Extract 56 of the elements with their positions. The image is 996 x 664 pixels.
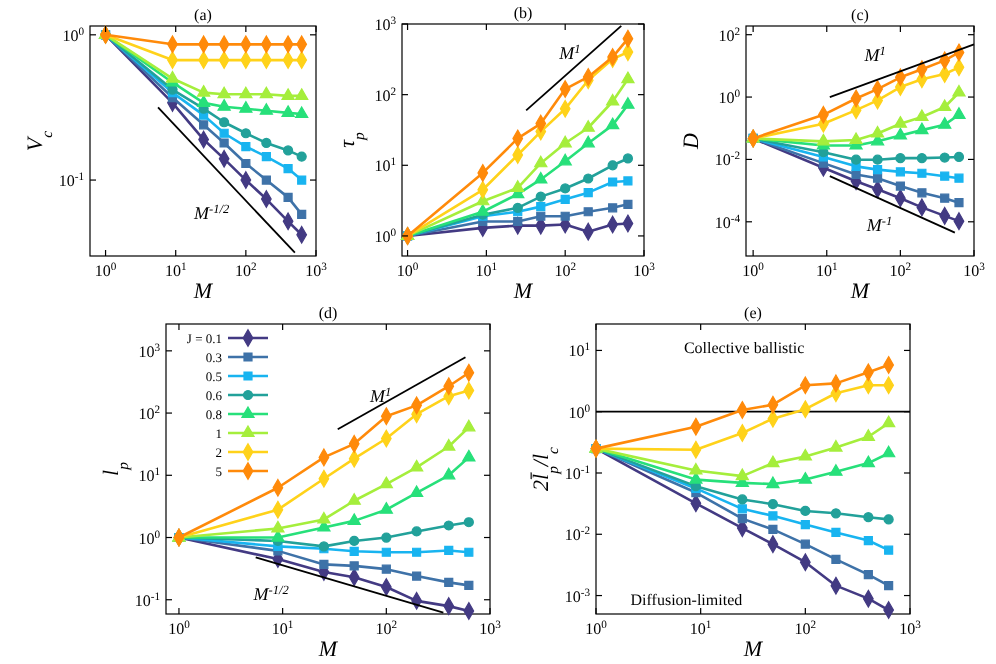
y-tick-label: 10$^{-2}$: [564, 526, 591, 545]
y-tick-label: 10$^{1}$: [568, 342, 591, 361]
y-tick-label: 10$^{2}$: [718, 26, 741, 45]
x-tick-label: 10$^{0}$: [742, 262, 765, 280]
y-tick-label: 10$^{3}$: [138, 342, 161, 361]
y-tick-label: 10$^{-1}$: [134, 591, 161, 610]
x-tick-label: 10$^{3}$: [963, 262, 986, 280]
annotation: M$^{-1/2}$: [251, 582, 291, 604]
annotation: Diffusion-limited: [630, 591, 743, 610]
x-tick-label: 10$^{3}$: [899, 620, 922, 638]
x-tick-label: 10$^{2}$: [235, 262, 258, 280]
annotation: M$^{1}$: [862, 43, 886, 65]
y-tick-label: 10$^{-1}$: [58, 172, 85, 191]
y-tick-label: 10$^{-4}$: [714, 213, 741, 232]
y-tick-label: 10$^{1}$: [374, 157, 397, 176]
chart-title: (b): [513, 4, 533, 22]
annotation: M$^{1}$: [368, 385, 392, 407]
y-tick-label: 10$^{0}$: [138, 529, 161, 548]
x-tick-label: 10$^{2}$: [794, 620, 817, 638]
x-tick-label: 10$^{2}$: [889, 262, 912, 280]
annotation: M$^{-1}$: [864, 213, 893, 235]
annotation: M$^{-1/2}$: [191, 202, 231, 224]
chart-title: (a): [194, 6, 213, 24]
x-tick-label: 10$^{1}$: [815, 262, 838, 280]
x-tick-label: 10$^{3}$: [479, 620, 502, 638]
x-tick-label: 10$^{3}$: [633, 262, 656, 280]
chart-title: (e): [744, 304, 763, 322]
x-tick-label: 10$^{1}$: [271, 620, 294, 638]
x-tick-label: 10$^{0}$: [396, 262, 419, 280]
y-tick-label: 10$^{-1}$: [564, 464, 591, 483]
x-tick-label: 10$^{1}$: [689, 620, 712, 638]
y-tick-label: 10$^{2}$: [374, 86, 397, 105]
y-tick-label: 10$^{1}$: [138, 467, 161, 486]
x-tick-label: 10$^{1}$: [164, 262, 187, 280]
x-axis-title: M: [511, 280, 534, 304]
x-tick-label: 10$^{0}$: [168, 620, 191, 638]
y-tick-label: 10$^{0}$: [568, 403, 591, 422]
x-tick-label: 10$^{3}$: [305, 262, 328, 280]
y-tick-label: 10$^{3}$: [374, 16, 397, 34]
y-tick-label: 10$^{-3}$: [564, 587, 591, 606]
annotation: Collective ballistic: [683, 339, 806, 357]
annotation: M$^{1}$: [557, 41, 581, 63]
chart-title: (d): [318, 304, 338, 322]
x-tick-label: 10$^{0}$: [94, 262, 117, 280]
y-tick-label: 10$^{2}$: [138, 405, 161, 424]
x-axis-title: M: [191, 280, 214, 304]
x-tick-label: 10$^{0}$: [585, 620, 608, 638]
y-tick-label: 10$^{0}$: [718, 89, 741, 108]
y-tick-label: 10$^{-2}$: [714, 151, 741, 170]
x-axis-title: M: [316, 638, 339, 662]
chart-title: (c): [851, 6, 870, 24]
y-tick-label: 10$^{0}$: [374, 227, 397, 246]
x-axis-title: M: [741, 638, 764, 662]
y-axis-title: D: [680, 132, 704, 151]
x-axis-title: M: [848, 280, 871, 304]
x-tick-label: 10$^{1}$: [475, 262, 498, 280]
